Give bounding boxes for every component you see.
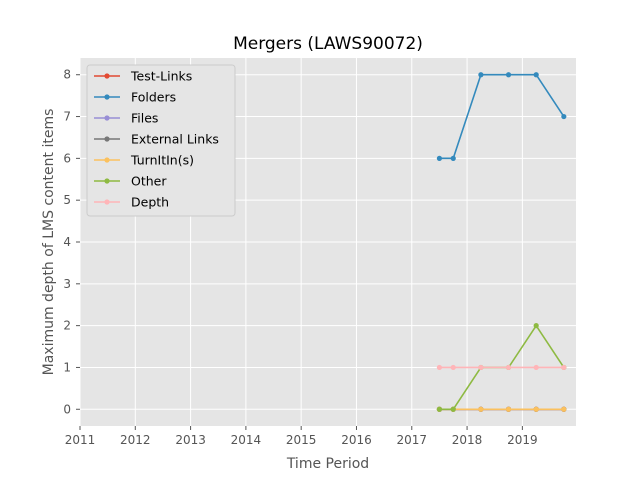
series-group [436, 72, 567, 412]
x-tick-label: 2018 [452, 433, 483, 447]
data-point-turnitin-s [505, 406, 512, 412]
legend-item: Depth [94, 195, 169, 210]
legend-swatch-marker [104, 157, 110, 163]
x-tick-label: 2011 [65, 433, 96, 447]
legend-label: Folders [131, 90, 176, 105]
x-axis-label: Time Period [286, 456, 369, 472]
data-point-depth [533, 364, 539, 371]
legend-label: External Links [131, 132, 219, 147]
x-tick-label: 2016 [341, 433, 372, 447]
y-tick-label: 5 [63, 193, 71, 207]
x-tick-label: 2012 [120, 433, 151, 447]
legend-swatch-marker [104, 136, 110, 142]
y-tick-label: 8 [63, 68, 71, 82]
legend-frame [86, 64, 236, 217]
legend-item: Test-Links [94, 69, 192, 84]
legend-swatch-marker [104, 94, 110, 100]
data-point-depth [436, 364, 443, 371]
y-axis-label: Maximum depth of LMS content items [41, 109, 57, 376]
x-tick-label: 2014 [231, 433, 262, 447]
data-point-turnitin-s [533, 406, 539, 412]
series-folders [436, 72, 567, 161]
y-tick-label: 4 [63, 235, 71, 249]
legend-swatch-marker [104, 199, 110, 205]
x-tick-label: 2019 [507, 433, 538, 447]
data-point-turnitin-s [561, 406, 567, 412]
data-point-other [533, 323, 539, 329]
x-tick-label: 2015 [286, 433, 317, 447]
data-point-depth [478, 364, 484, 371]
legend-item: TurnItIn(s) [94, 153, 194, 168]
chart-title: Mergers (LAWS90072) [233, 34, 423, 54]
data-point-folders [450, 155, 456, 161]
data-point-folders [436, 155, 443, 161]
x-tick-label: 2013 [175, 433, 206, 447]
legend-swatch-marker [104, 115, 110, 121]
legend-label: Test-Links [130, 69, 192, 84]
legend: Test-Links Folders Files External Links Turn… [86, 64, 236, 217]
data-point-folders [505, 72, 512, 78]
y-tick-label: 6 [63, 151, 71, 165]
legend-label: TurnItIn(s) [130, 153, 194, 168]
legend-label: Other [131, 174, 167, 189]
data-point-depth [450, 364, 456, 371]
legend-item: Other [94, 174, 167, 189]
series-depth [436, 364, 567, 371]
legend-item: Files [94, 111, 158, 126]
legend-item: Folders [94, 90, 176, 105]
x-tick-label: 2017 [396, 433, 427, 447]
grid [79, 58, 576, 426]
legend-label: Depth [131, 195, 169, 210]
y-tick-label: 0 [63, 402, 71, 416]
data-point-turnitin-s [478, 406, 484, 412]
data-point-other [436, 406, 443, 412]
x-axis-ticks: 2011 2012 2013 2014 2015 2016 2017 2018 2019 [65, 426, 538, 447]
legend-swatch-marker [104, 73, 110, 79]
data-point-depth [561, 364, 567, 371]
data-point-folders [561, 113, 567, 120]
data-point-depth [505, 364, 512, 371]
y-tick-label: 1 [63, 360, 71, 374]
y-tick-label: 2 [63, 319, 71, 333]
data-point-folders [533, 72, 539, 78]
data-point-other [450, 406, 456, 412]
legend-item: External Links [94, 132, 219, 147]
data-point-folders [478, 72, 484, 78]
legend-swatch-marker [104, 178, 110, 184]
y-tick-label: 3 [63, 277, 71, 291]
y-tick-label: 7 [63, 110, 71, 124]
y-axis-ticks: 0 1 2 3 4 5 6 7 8 [63, 68, 80, 416]
legend-label: Files [131, 111, 158, 126]
